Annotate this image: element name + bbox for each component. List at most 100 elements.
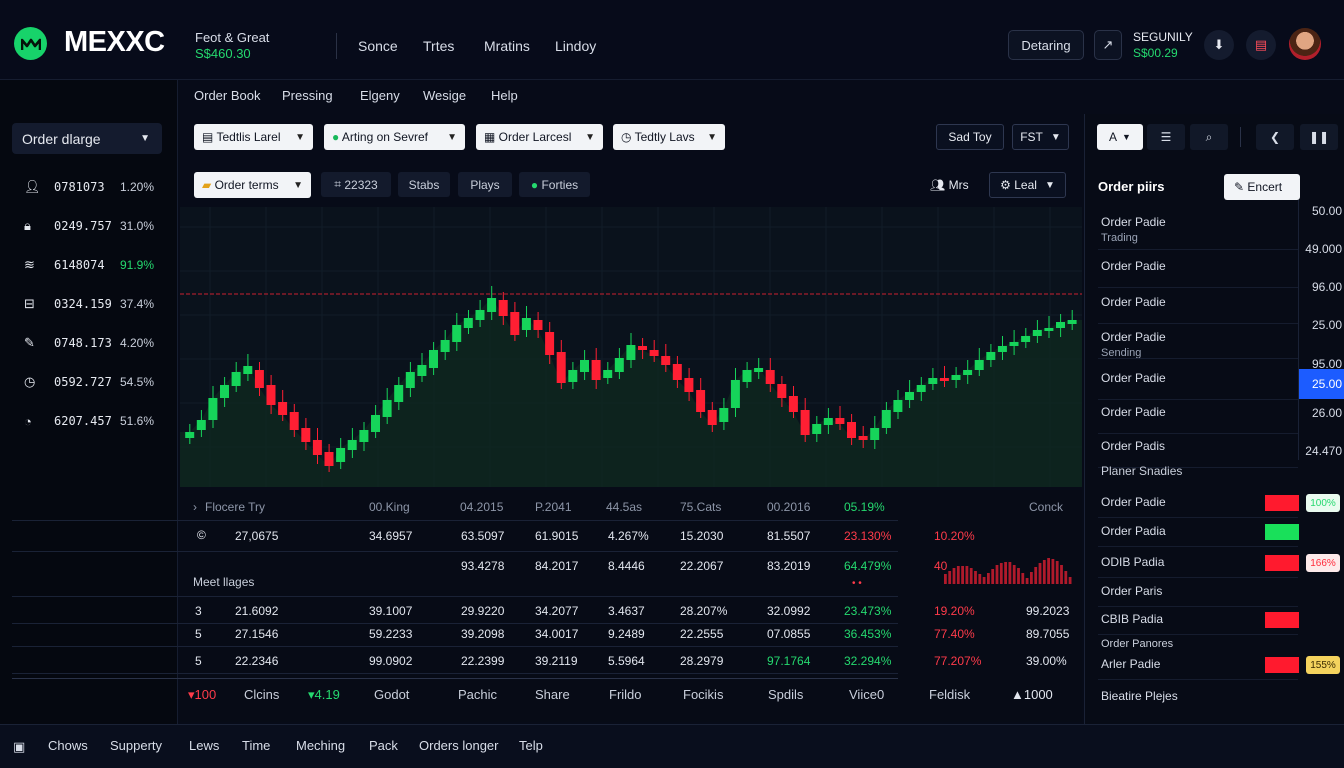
id-chip[interactable]: ⌗ 22323 <box>321 172 391 197</box>
bottom-nav-item[interactable]: Chows <box>48 738 88 753</box>
order-pair-row[interactable]: Order Padie <box>1101 295 1166 309</box>
table-cell: 39.00% <box>1026 654 1067 668</box>
menu-button[interactable]: ☰ <box>1147 124 1185 150</box>
settings-icon: ⚙ <box>1000 178 1015 192</box>
price-tick: 24.470 <box>1305 444 1342 458</box>
table-footer-cell[interactable]: Clcins <box>244 687 280 702</box>
volume-bar <box>999 563 1003 584</box>
table-footer-cell[interactable]: ▲1000 <box>1011 687 1053 702</box>
table-header-cell[interactable]: Conck <box>1029 500 1064 514</box>
order-pair-row[interactable]: Order Padie <box>1101 405 1166 419</box>
pause-button[interactable]: ❚❚ <box>1300 124 1338 150</box>
order-bar-row[interactable]: ODIB Padia <box>1101 555 1165 569</box>
table-footer-cell[interactable]: ▾100 <box>188 687 217 702</box>
table-footer-cell[interactable]: Spdils <box>768 687 804 702</box>
plays-chip[interactable]: Plays <box>458 172 512 197</box>
order-bar-row[interactable]: Arler Padie <box>1101 657 1161 671</box>
forties-chip[interactable]: ● Forties <box>519 172 590 197</box>
row-divider <box>1098 323 1298 324</box>
download-button[interactable]: ⬇ <box>1204 30 1234 60</box>
sidebar-item[interactable]: ⊟ 0324.159 37.4% <box>24 295 164 313</box>
filter-tedtly-lavs[interactable]: ◷ Tedtly Lavs ▼ <box>613 124 725 150</box>
tab-elgeny[interactable]: Elgeny <box>360 88 400 103</box>
bottom-panel-label[interactable]: Bieatire Plejes <box>1101 689 1178 703</box>
bottom-nav-item[interactable]: Time <box>242 738 271 753</box>
detaring-button[interactable]: Detaring <box>1008 30 1084 60</box>
encert-button[interactable]: ✎ Encert <box>1224 174 1300 200</box>
stabs-chip[interactable]: Stabs <box>398 172 450 197</box>
filter-arting-on-sevref[interactable]: ● Arting on Sevref ▼ <box>324 124 465 150</box>
order-bar-row[interactable]: CBIB Padia <box>1101 612 1164 626</box>
candle-body <box>997 346 1007 352</box>
nav-item-mratins[interactable]: Mratins <box>484 38 530 54</box>
search-button[interactable]: ⌕ <box>1190 124 1228 150</box>
nav-item-sonce[interactable]: Sonce <box>358 38 398 54</box>
table-footer-cell[interactable]: Focikis <box>683 687 724 702</box>
bottom-nav-item[interactable]: Supperty <box>110 738 163 753</box>
expand-icon[interactable]: › <box>193 500 197 514</box>
mrs-button[interactable]: 👥︎ Mrs <box>930 178 969 192</box>
order-bar-row[interactable]: Order Paris <box>1101 584 1163 598</box>
section-label[interactable]: Meet llages <box>193 575 255 589</box>
filter-tedtlis-larel[interactable]: ▤ Tedtlis Larel ▼ <box>194 124 313 150</box>
nav-item-trtes[interactable]: Trtes <box>423 38 455 54</box>
sidebar-item[interactable]: ≋ 6148074 91.9% <box>24 256 164 274</box>
arrow-up-right-button[interactable]: ↗ <box>1094 30 1122 60</box>
sidebar-item[interactable]: ◔ 6207.457 51.6% <box>24 412 164 430</box>
a-select[interactable]: A ▼ <box>1097 124 1143 150</box>
volume-bar <box>1012 565 1016 584</box>
tab-wesige[interactable]: Wesige <box>423 88 467 103</box>
sad-toy-button[interactable]: Sad Toy <box>936 124 1004 150</box>
table-header-cell: 44.5as <box>606 500 643 514</box>
bottom-nav-item[interactable]: Pack <box>369 738 398 753</box>
order-pair-sub: Trading <box>1101 232 1138 244</box>
order-bar-row[interactable]: Order Padie <box>1101 495 1166 509</box>
bottom-nav-item[interactable]: Meching <box>296 738 346 753</box>
card-button[interactable]: ▤ <box>1246 30 1276 60</box>
order-pair-row[interactable]: Order Padis <box>1101 439 1166 453</box>
avatar[interactable] <box>1289 28 1321 60</box>
candle-body <box>440 340 450 352</box>
candle-body <box>1032 330 1042 336</box>
candle-body <box>661 356 671 365</box>
candle-body <box>359 430 369 442</box>
feed-title: Feot & Great <box>195 30 270 45</box>
back-button[interactable]: ❮ <box>1256 124 1294 150</box>
leal-select[interactable]: ⚙ Leal ▼ <box>989 172 1066 198</box>
candle-body <box>765 370 775 384</box>
sidebar-item[interactable]: ✎ 0748.173 4.20% <box>24 334 164 352</box>
table-footer-cell[interactable]: Frildo <box>609 687 642 702</box>
order-bar-row[interactable]: Order Padia <box>1101 524 1166 538</box>
table-footer-cell[interactable]: Feldisk <box>929 687 971 702</box>
filter-order-larcesl[interactable]: ▦ Order Larcesl ▼ <box>476 124 603 150</box>
bottom-nav-item[interactable]: Telp <box>519 738 543 753</box>
table-footer-cell[interactable]: Pachic <box>458 687 498 702</box>
download-icon: ⬇ <box>1213 37 1225 52</box>
price-chart[interactable] <box>180 207 1082 487</box>
order-pair-row[interactable]: Order Padie <box>1101 371 1166 385</box>
tab-order-book[interactable]: Order Book <box>194 88 261 103</box>
tab-help[interactable]: Help <box>491 88 518 103</box>
bottom-nav-item[interactable]: Lews <box>189 738 220 753</box>
bottom-nav-item[interactable]: Orders longer <box>419 738 499 753</box>
fst-select[interactable]: FST ▼ <box>1012 124 1069 150</box>
sidebar-item[interactable]: 👤︎ 0781073 1.20% <box>24 178 164 196</box>
table-header-cell: 75.Cats <box>680 500 722 514</box>
tab-pressing[interactable]: Pressing <box>282 88 333 103</box>
order-pair-row[interactable]: Order Padie <box>1101 259 1166 273</box>
nav-item-lindoy[interactable]: Lindoy <box>555 38 597 54</box>
table-cell: 07.0855 <box>767 627 811 641</box>
table-footer-cell[interactable]: ▾4.19 <box>308 687 340 702</box>
table-footer-cell[interactable]: Godot <box>374 687 410 702</box>
sidebar-item[interactable]: ◷ 0592.727 54.5% <box>24 373 164 391</box>
table-header-cell: 00.King <box>369 500 410 514</box>
order-pair-row[interactable]: Order Padie <box>1101 215 1166 229</box>
panel-toggle-icon[interactable]: ▣ <box>13 739 26 754</box>
order-pair-row[interactable]: Order Padie <box>1101 330 1166 344</box>
table-footer-cell[interactable]: Share <box>535 687 570 702</box>
candle-body <box>347 440 357 450</box>
order-terms-select[interactable]: ▰ Order terms ▼ <box>194 172 311 198</box>
order-select[interactable]: Order dlarge ▼ <box>12 123 162 154</box>
sidebar-item[interactable]: 🔒︎ 0249.757 31.0% <box>24 217 164 235</box>
table-footer-cell[interactable]: Viice0 <box>849 687 885 702</box>
